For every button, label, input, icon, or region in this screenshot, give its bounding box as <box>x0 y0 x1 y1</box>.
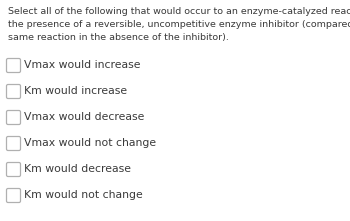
FancyBboxPatch shape <box>7 137 21 151</box>
Text: Vmax would not change: Vmax would not change <box>24 139 156 149</box>
Text: Km would increase: Km would increase <box>24 86 127 97</box>
FancyBboxPatch shape <box>7 59 21 72</box>
Text: same reaction in the absence of the inhibitor).: same reaction in the absence of the inhi… <box>8 33 229 42</box>
Text: Km would decrease: Km would decrease <box>24 164 131 175</box>
Text: Km would not change: Km would not change <box>24 191 143 200</box>
Text: Select all of the following that would occur to an enzyme-catalyzed reaction in: Select all of the following that would o… <box>8 7 350 16</box>
Text: Vmax would increase: Vmax would increase <box>24 61 140 70</box>
FancyBboxPatch shape <box>7 162 21 177</box>
FancyBboxPatch shape <box>7 189 21 202</box>
Text: Vmax would decrease: Vmax would decrease <box>24 112 144 122</box>
Text: the presence of a reversible, uncompetitive enzyme inhibitor (compared to the: the presence of a reversible, uncompetit… <box>8 20 350 29</box>
FancyBboxPatch shape <box>7 84 21 99</box>
FancyBboxPatch shape <box>7 110 21 124</box>
